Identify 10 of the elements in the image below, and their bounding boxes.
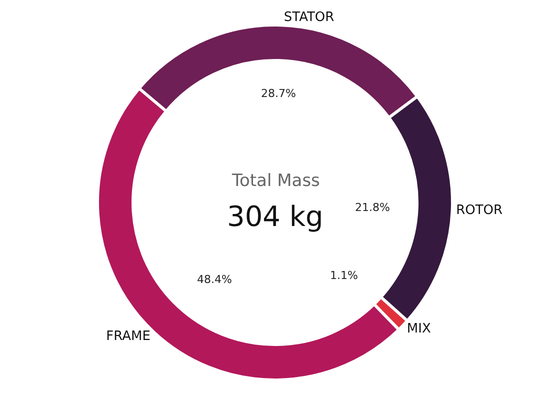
slice-label: ROTOR <box>456 202 503 218</box>
slice-label: STATOR <box>284 10 334 26</box>
data-label: 48.4% <box>197 273 232 286</box>
text: Total Mass <box>231 171 320 191</box>
slice-label: FRAME <box>106 329 150 344</box>
data-label: 1.1% <box>330 269 358 282</box>
data-label: 28.7% <box>261 87 296 100</box>
data-label: 21.8% <box>355 201 390 214</box>
text: 304 kg <box>227 200 324 233</box>
slice-label: MIX <box>406 321 431 336</box>
